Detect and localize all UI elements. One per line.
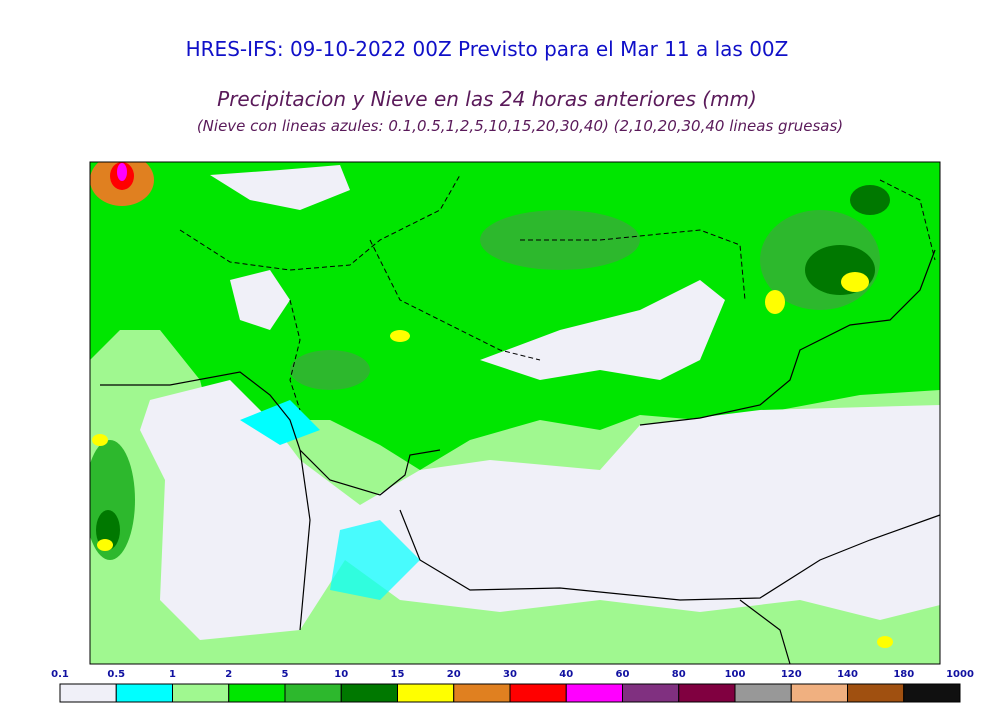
color-box [340,683,398,703]
color-box [397,683,455,703]
colorbar-label: 1000 [946,669,974,680]
map [89,161,941,665]
colorbar-label: 15 [391,669,405,680]
colorbar-label: 10 [334,669,348,680]
colorbar-label: 2 [225,669,232,680]
color-box [678,683,736,703]
colorbar-label: 120 [781,669,802,680]
colorbar-label: 60 [616,669,630,680]
colorbar-label: 180 [893,669,914,680]
note: (Nieve con lineas azules: 0.1,0.5,1,2,5,… [197,117,843,135]
color-box [509,683,567,703]
color-box [565,683,623,703]
color-box [847,683,905,703]
subtitle: Precipitacion y Nieve en las 24 horas an… [217,87,757,111]
color-box [228,683,286,703]
colorbar: 0.1 0.5 1 2 5 10 15 20 30 40 60 80 100 120 140 180 1000 [51,669,974,703]
colorbar-label: 20 [447,669,461,680]
title: HRES-IFS: 09-10-2022 00Z Previsto para e… [186,37,789,61]
color-box [790,683,848,703]
colorbar-label: 0.1 [51,669,69,680]
colorbar-label: 30 [503,669,517,680]
colorbar-label: 80 [672,669,686,680]
colorbar-label: 5 [282,669,289,680]
colorbar-label: 40 [559,669,573,680]
colorbar-label: 0.5 [107,669,125,680]
colorbar-label: 100 [725,669,746,680]
color-box [172,683,230,703]
color-box [622,683,680,703]
color-box [59,683,117,703]
colorbar-label: 1 [169,669,176,680]
color-box [115,683,173,703]
colorbar-label: 140 [837,669,858,680]
color-box [284,683,342,703]
color-box [903,683,961,703]
color-box [734,683,792,703]
color-box [453,683,511,703]
